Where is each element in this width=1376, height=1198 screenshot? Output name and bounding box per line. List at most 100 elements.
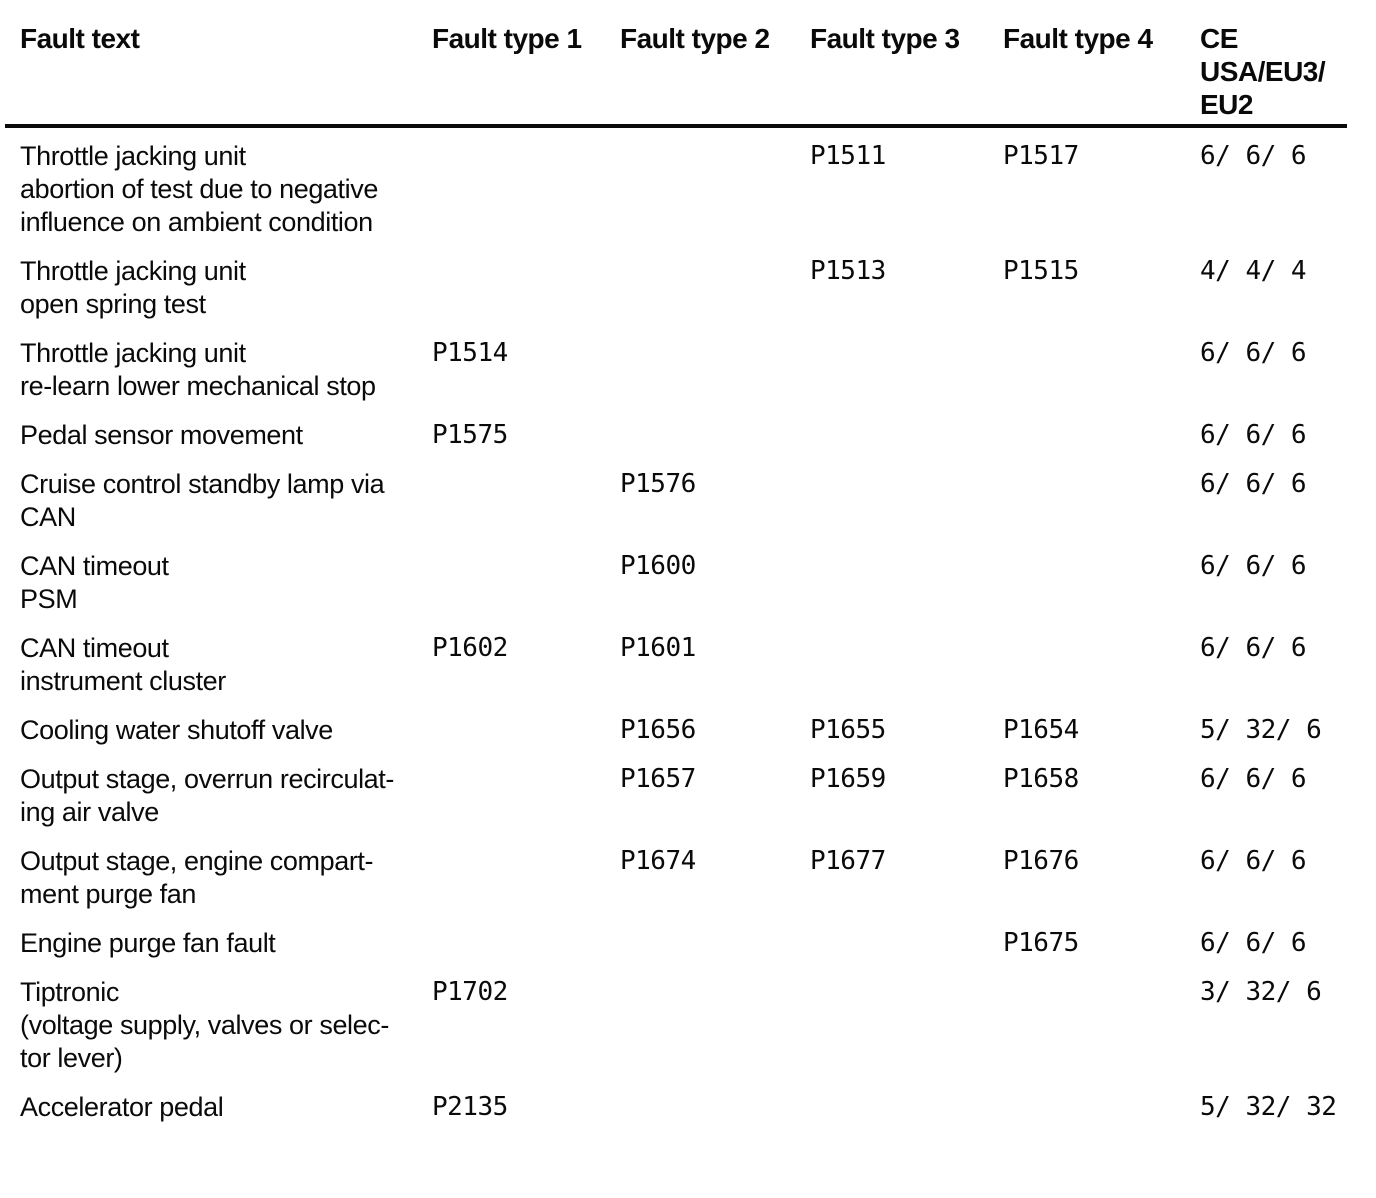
ce-cell: 6/ 6/ 6 [1200, 551, 1307, 581]
table-row: Throttle jacking unit abortion of test d… [20, 140, 1356, 239]
header-fault-type-1: Fault type 1 [432, 23, 582, 54]
fault-type-3-cell: P1659 [810, 764, 886, 794]
fault-type-1-cell [432, 255, 620, 321]
fault-text-cell: Cooling water shutoff valve [20, 715, 333, 745]
table-header-row: Fault text Fault type 1 Fault type 2 Fau… [20, 22, 1356, 121]
fault-type-4-cell: P1517 [1003, 141, 1079, 171]
fault-type-4-cell [1003, 419, 1200, 452]
fault-type-2-cell: P1600 [620, 551, 696, 581]
ce-cell: 6/ 6/ 6 [1200, 338, 1307, 368]
fault-type-4-cell [1003, 550, 1200, 616]
fault-type-1-cell: P1602 [432, 633, 508, 663]
fault-type-3-cell [810, 632, 1003, 698]
fault-type-2-cell [620, 1091, 810, 1124]
table-row: Accelerator pedal P2135 5/ 32/ 32 [20, 1091, 1356, 1124]
fault-text-cell: Engine purge fan fault [20, 928, 276, 958]
fault-type-1-cell: P1575 [432, 420, 508, 450]
ce-cell: 6/ 6/ 6 [1200, 469, 1307, 499]
ce-cell: 6/ 6/ 6 [1200, 846, 1307, 876]
table-row: Output stage, overrun recirculat- ing ai… [20, 763, 1356, 829]
header-fault-type-3: Fault type 3 [810, 23, 960, 54]
fault-type-4-cell [1003, 1091, 1200, 1124]
fault-type-1-cell [432, 550, 620, 616]
fault-type-4-cell [1003, 976, 1200, 1075]
fault-text-cell: Throttle jacking unit re-learn lower mec… [20, 338, 376, 401]
fault-type-4-cell [1003, 468, 1200, 534]
fault-type-1-cell: P1514 [432, 338, 508, 368]
fault-type-1-cell [432, 763, 620, 829]
table-row: Cruise control standby lamp via CAN P157… [20, 468, 1356, 534]
fault-type-2-cell [620, 140, 810, 239]
fault-type-4-cell: P1654 [1003, 715, 1079, 745]
fault-type-2-cell: P1674 [620, 846, 696, 876]
fault-type-2-cell: P1657 [620, 764, 696, 794]
fault-type-2-cell: P1656 [620, 715, 696, 745]
fault-type-3-cell: P1677 [810, 846, 886, 876]
ce-cell: 6/ 6/ 6 [1200, 633, 1307, 663]
fault-type-2-cell: P1576 [620, 469, 696, 499]
fault-type-2-cell [620, 255, 810, 321]
fault-type-2-cell: P1601 [620, 633, 696, 663]
header-ce-usa-eu3-eu2: CE USA/EU3/ EU2 [1200, 23, 1326, 120]
fault-type-4-cell: P1676 [1003, 846, 1079, 876]
ce-cell: 5/ 32/ 6 [1200, 715, 1322, 745]
fault-type-1-cell [432, 140, 620, 239]
fault-type-3-cell: P1655 [810, 715, 886, 745]
fault-type-4-cell: P1658 [1003, 764, 1079, 794]
fault-type-4-cell [1003, 632, 1200, 698]
fault-type-1-cell [432, 927, 620, 960]
ce-cell: 6/ 6/ 6 [1200, 928, 1307, 958]
fault-text-cell: Pedal sensor movement [20, 420, 303, 450]
fault-type-2-cell [620, 419, 810, 452]
fault-type-3-cell [810, 976, 1003, 1075]
fault-type-3-cell [810, 550, 1003, 616]
table-row: Throttle jacking unit re-learn lower mec… [20, 337, 1356, 403]
fault-type-3-cell [810, 468, 1003, 534]
fault-text-cell: Output stage, overrun recirculat- ing ai… [20, 764, 394, 827]
table-row: CAN timeout instrument cluster P1602 P16… [20, 632, 1356, 698]
header-divider-rule [5, 124, 1347, 128]
fault-text-cell: Tiptronic (voltage supply, valves or sel… [20, 977, 389, 1073]
fault-type-4-cell: P1515 [1003, 256, 1079, 286]
table-row: Output stage, engine compart- ment purge… [20, 845, 1356, 911]
table-row: Throttle jacking unit open spring test P… [20, 255, 1356, 321]
fault-text-cell: CAN timeout instrument cluster [20, 633, 226, 696]
fault-type-1-cell: P1702 [432, 977, 508, 1007]
ce-cell: 6/ 6/ 6 [1200, 141, 1307, 171]
ce-cell: 5/ 32/ 32 [1200, 1092, 1337, 1122]
fault-text-cell: CAN timeout PSM [20, 551, 169, 614]
header-fault-text: Fault text [20, 23, 140, 54]
fault-type-3-cell [810, 927, 1003, 960]
table-body: Throttle jacking unit abortion of test d… [20, 140, 1356, 1124]
fault-type-4-cell [1003, 337, 1200, 403]
fault-type-1-cell [432, 845, 620, 911]
ce-cell: 6/ 6/ 6 [1200, 764, 1307, 794]
ce-cell: 4/ 4/ 4 [1200, 256, 1307, 286]
table-row: Pedal sensor movement P1575 6/ 6/ 6 [20, 419, 1356, 452]
header-fault-type-2: Fault type 2 [620, 23, 770, 54]
fault-type-1-cell [432, 714, 620, 747]
fault-type-3-cell [810, 419, 1003, 452]
fault-text-cell: Output stage, engine compart- ment purge… [20, 846, 374, 909]
fault-type-1-cell: P2135 [432, 1092, 508, 1122]
fault-type-3-cell: P1511 [810, 141, 886, 171]
table-row: CAN timeout PSM P1600 6/ 6/ 6 [20, 550, 1356, 616]
header-fault-type-4: Fault type 4 [1003, 23, 1153, 54]
fault-type-2-cell [620, 927, 810, 960]
ce-cell: 6/ 6/ 6 [1200, 420, 1307, 450]
fault-type-3-cell [810, 337, 1003, 403]
table-row: Engine purge fan fault P1675 6/ 6/ 6 [20, 927, 1356, 960]
fault-text-cell: Cruise control standby lamp via CAN [20, 469, 385, 532]
fault-text-cell: Throttle jacking unit abortion of test d… [20, 141, 378, 237]
fault-text-cell: Accelerator pedal [20, 1092, 224, 1122]
fault-type-3-cell [810, 1091, 1003, 1124]
fault-text-cell: Throttle jacking unit open spring test [20, 256, 246, 319]
ce-cell: 3/ 32/ 6 [1200, 977, 1322, 1007]
table-row: Tiptronic (voltage supply, valves or sel… [20, 976, 1356, 1075]
fault-type-1-cell [432, 468, 620, 534]
fault-type-4-cell: P1675 [1003, 928, 1079, 958]
fault-type-2-cell [620, 976, 810, 1075]
fault-type-3-cell: P1513 [810, 256, 886, 286]
fault-type-2-cell [620, 337, 810, 403]
